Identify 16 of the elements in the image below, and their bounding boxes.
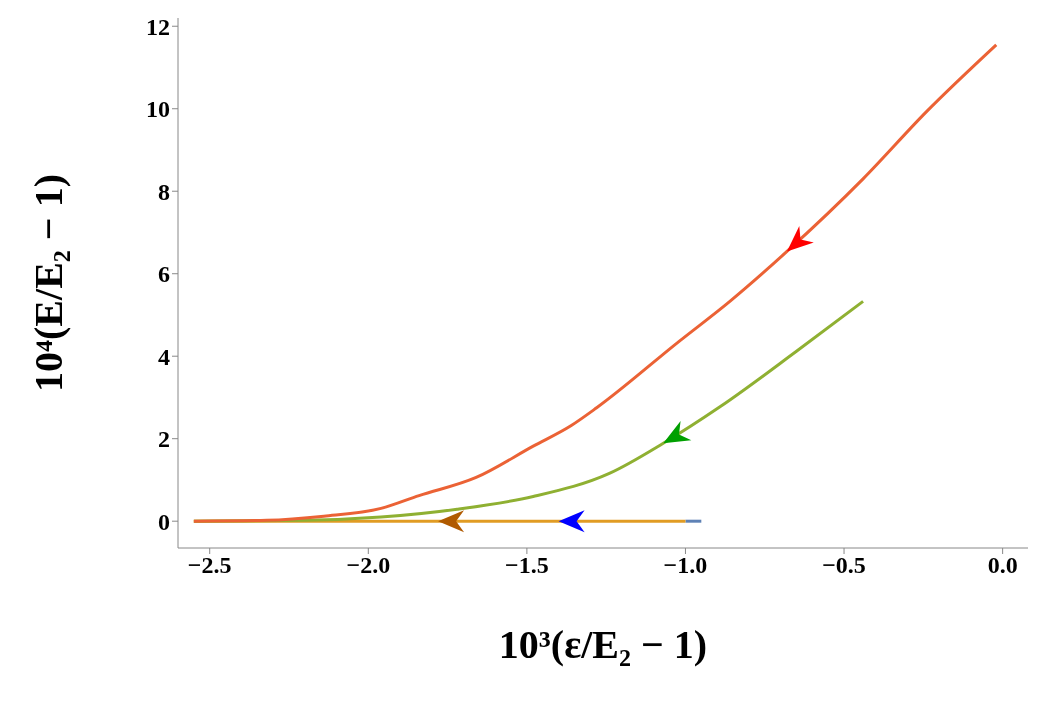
x-tick-label: −0.5: [822, 552, 866, 579]
y-tick-label: 6: [158, 261, 170, 288]
line-series: [192, 43, 998, 523]
x-tick-label: −1.0: [663, 552, 708, 579]
x-axis-title: 10³(ε/E₂ − 1): [498, 622, 708, 667]
y-tick-label: 4: [158, 343, 170, 370]
y-tick-label: 8: [158, 178, 170, 205]
x-tick-label: −1.5: [505, 552, 549, 579]
y-tick-label: 0: [158, 508, 170, 535]
x-tick-label: 0.0: [987, 552, 1018, 579]
y-tick-label: 12: [146, 13, 170, 40]
y-axis-title: 10⁴(E/E₂ − 1): [26, 174, 72, 392]
x-tick-label: −2.0: [346, 552, 391, 579]
x-tick-label: −2.5: [187, 552, 232, 579]
y-tick-label: 2: [158, 426, 170, 453]
y-tick-label: 10: [146, 96, 170, 123]
